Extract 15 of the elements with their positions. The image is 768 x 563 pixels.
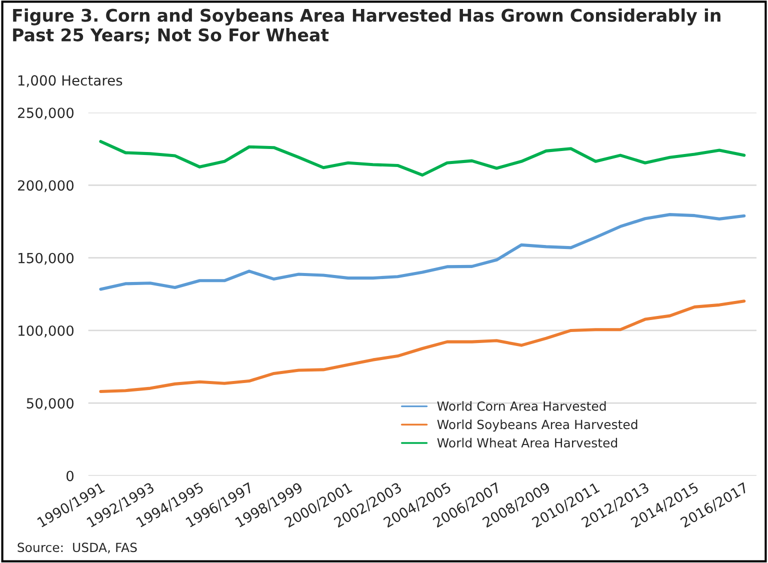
legend-label: World Soybeans Area Harvested	[437, 420, 638, 432]
y-axis-title: 1,000 Hectares	[18, 75, 122, 88]
y-tick-label: 150,000	[18, 252, 74, 265]
y-tick-label: 50,000	[26, 398, 74, 410]
line-series	[99, 300, 746, 394]
source-note: Source: USDA, FAS	[18, 542, 137, 554]
y-tick-label: 0	[66, 470, 74, 482]
y-tick-label: 100,000	[18, 325, 74, 338]
legend-label: World Wheat Area Harvested	[437, 438, 618, 448]
line-series	[99, 213, 746, 291]
line-series	[99, 140, 746, 177]
y-tick-label: 200,000	[18, 180, 74, 192]
legend-label: World Corn Area Harvested	[437, 401, 606, 411]
chart-title: Figure 3. Corn and Soybeans Area Harvested Has Grown Considerably in Past 25 Years; Not So For Wheat	[13, 8, 720, 44]
y-tick-label: 250,000	[18, 108, 74, 120]
